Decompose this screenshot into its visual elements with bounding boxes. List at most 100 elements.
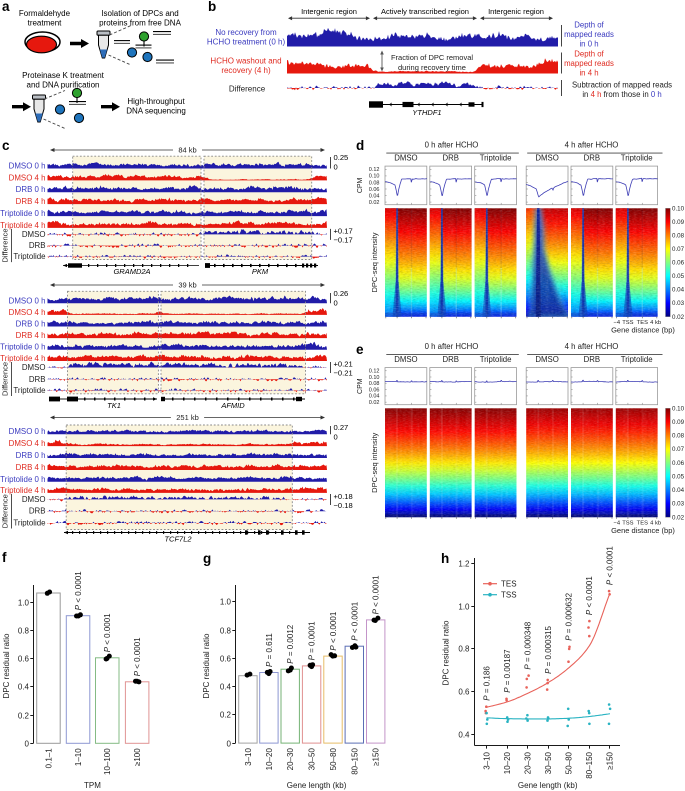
- svg-text:P < 0.0001: P < 0.0001: [585, 576, 594, 615]
- svg-text:Actively transcribed region: Actively transcribed region: [381, 7, 469, 16]
- svg-text:DRB 0 h: DRB 0 h: [16, 320, 46, 329]
- svg-text:DMSO: DMSO: [535, 355, 558, 364]
- svg-text:DRB: DRB: [584, 355, 600, 364]
- svg-text:0.04: 0.04: [672, 487, 685, 494]
- svg-text:DRB: DRB: [29, 241, 46, 250]
- svg-text:Triptolide 0 h: Triptolide 0 h: [0, 343, 45, 352]
- svg-text:20–30: 20–30: [523, 751, 532, 774]
- svg-text:0.06: 0.06: [369, 187, 380, 193]
- svg-text:DMSO: DMSO: [22, 363, 46, 372]
- svg-text:TPM: TPM: [84, 781, 101, 790]
- svg-text:−0.21: −0.21: [334, 369, 353, 378]
- svg-text:DMSO 4 h: DMSO 4 h: [9, 439, 46, 448]
- svg-text:20–30: 20–30: [286, 748, 295, 771]
- svg-text:TSS: TSS: [622, 521, 633, 527]
- svg-text:Triptolide 4 h: Triptolide 4 h: [0, 354, 45, 363]
- svg-text:Difference: Difference: [1, 362, 10, 396]
- svg-text:50–80: 50–80: [565, 751, 574, 774]
- svg-text:Triptolide: Triptolide: [13, 386, 46, 395]
- svg-text:DRB 4 h: DRB 4 h: [16, 463, 46, 472]
- svg-text:80–150: 80–150: [585, 751, 594, 778]
- svg-text:DMSO 4 h: DMSO 4 h: [9, 173, 46, 182]
- svg-text:in 0 h: in 0 h: [579, 40, 598, 49]
- svg-text:Triptolide: Triptolide: [13, 252, 46, 261]
- svg-text:Gene length (kb): Gene length (kb): [287, 781, 347, 790]
- svg-text:h: h: [441, 551, 449, 566]
- svg-text:1.2: 1.2: [458, 559, 470, 568]
- svg-text:Triptolide: Triptolide: [480, 355, 512, 364]
- svg-text:−4: −4: [613, 521, 620, 527]
- svg-text:10–20: 10–20: [503, 751, 512, 774]
- svg-text:DPC-seq intensity: DPC-seq intensity: [370, 232, 379, 292]
- svg-text:0.12: 0.12: [369, 167, 380, 173]
- svg-text:DRB: DRB: [442, 355, 458, 364]
- svg-text:Triptolide 0 h: Triptolide 0 h: [0, 209, 45, 218]
- svg-text:0.05: 0.05: [672, 474, 685, 481]
- svg-text:0.8: 0.8: [458, 644, 470, 653]
- svg-text:0.08: 0.08: [369, 180, 380, 186]
- svg-text:4 h after HCHO: 4 h after HCHO: [565, 141, 619, 150]
- svg-text:P = 0.186: P = 0.186: [482, 666, 491, 701]
- svg-text:0.07: 0.07: [672, 246, 685, 253]
- svg-text:DMSO 0 h: DMSO 0 h: [9, 427, 46, 436]
- svg-text:P < 0.0001: P < 0.0001: [329, 611, 338, 650]
- svg-text:0.02: 0.02: [369, 400, 380, 406]
- svg-text:TCF7L2: TCF7L2: [164, 535, 192, 544]
- svg-text:Fraction of DPC removal: Fraction of DPC removal: [391, 53, 473, 62]
- svg-text:0: 0: [334, 433, 338, 442]
- svg-text:0: 0: [334, 299, 338, 308]
- svg-text:0.25: 0.25: [334, 153, 349, 162]
- svg-text:30–50: 30–50: [544, 751, 553, 774]
- svg-text:DMSO: DMSO: [535, 154, 558, 163]
- svg-text:recovery (4 h): recovery (4 h): [221, 66, 271, 75]
- svg-text:DRB: DRB: [442, 154, 458, 163]
- svg-text:1.0: 1.0: [220, 597, 232, 606]
- svg-text:Isolation of DPCs and: Isolation of DPCs and: [101, 9, 178, 18]
- svg-text:DMSO 0 h: DMSO 0 h: [9, 162, 46, 171]
- svg-text:P = 0.000632: P = 0.000632: [565, 592, 574, 640]
- svg-text:Triptolide 0 h: Triptolide 0 h: [0, 475, 45, 484]
- svg-text:0.06: 0.06: [672, 260, 685, 267]
- svg-text:0.6: 0.6: [458, 687, 470, 696]
- svg-text:mapped reads: mapped reads: [564, 30, 614, 39]
- svg-text:0 h after HCHO: 0 h after HCHO: [425, 141, 479, 150]
- svg-text:0.05: 0.05: [672, 273, 685, 280]
- svg-text:0: 0: [334, 163, 338, 172]
- svg-text:proteins from free DNA: proteins from free DNA: [99, 19, 181, 28]
- svg-text:10–20: 10–20: [265, 748, 274, 771]
- svg-text:39 kb: 39 kb: [178, 281, 196, 290]
- svg-text:0: 0: [25, 739, 30, 748]
- svg-text:0.12: 0.12: [369, 369, 380, 375]
- svg-text:Subtraction of mapped reads: Subtraction of mapped reads: [572, 81, 672, 90]
- svg-text:PKM: PKM: [252, 267, 269, 276]
- svg-text:DRB: DRB: [584, 154, 600, 163]
- svg-text:0 h after HCHO: 0 h after HCHO: [425, 342, 479, 351]
- svg-text:f: f: [2, 550, 7, 565]
- svg-text:and DNA purification: and DNA purification: [27, 81, 100, 90]
- svg-text:d: d: [356, 138, 364, 153]
- svg-text:DMSO 4 h: DMSO 4 h: [9, 308, 46, 317]
- svg-text:DNA sequencing: DNA sequencing: [126, 107, 186, 116]
- svg-text:P = 0.611: P = 0.611: [265, 633, 274, 667]
- svg-text:1.0: 1.0: [458, 602, 470, 611]
- svg-text:1.0: 1.0: [18, 598, 30, 607]
- svg-text:P < 0.0001: P < 0.0001: [74, 571, 83, 610]
- svg-text:Intergenic region: Intergenic region: [488, 7, 544, 16]
- svg-text:P < 0.0001: P < 0.0001: [133, 637, 142, 676]
- svg-text:3–10: 3–10: [244, 748, 253, 766]
- svg-text:0.2: 0.2: [220, 710, 232, 719]
- svg-text:DPC residual ratio: DPC residual ratio: [2, 633, 11, 698]
- svg-text:P = 0.000315: P = 0.000315: [544, 626, 553, 674]
- svg-text:4 h after HCHO: 4 h after HCHO: [565, 342, 619, 351]
- svg-text:−0.17: −0.17: [334, 236, 353, 245]
- svg-text:0.4: 0.4: [18, 682, 30, 691]
- svg-text:0.8: 0.8: [18, 626, 30, 635]
- svg-text:0.04: 0.04: [672, 287, 685, 294]
- svg-text:DMSO: DMSO: [22, 230, 46, 239]
- svg-text:0.09: 0.09: [672, 219, 685, 226]
- svg-text:−0.18: −0.18: [334, 501, 353, 510]
- svg-text:4 kb: 4 kb: [650, 521, 661, 527]
- svg-text:50–80: 50–80: [329, 748, 338, 771]
- svg-text:AFMID: AFMID: [220, 401, 245, 410]
- svg-text:0.6: 0.6: [18, 654, 30, 663]
